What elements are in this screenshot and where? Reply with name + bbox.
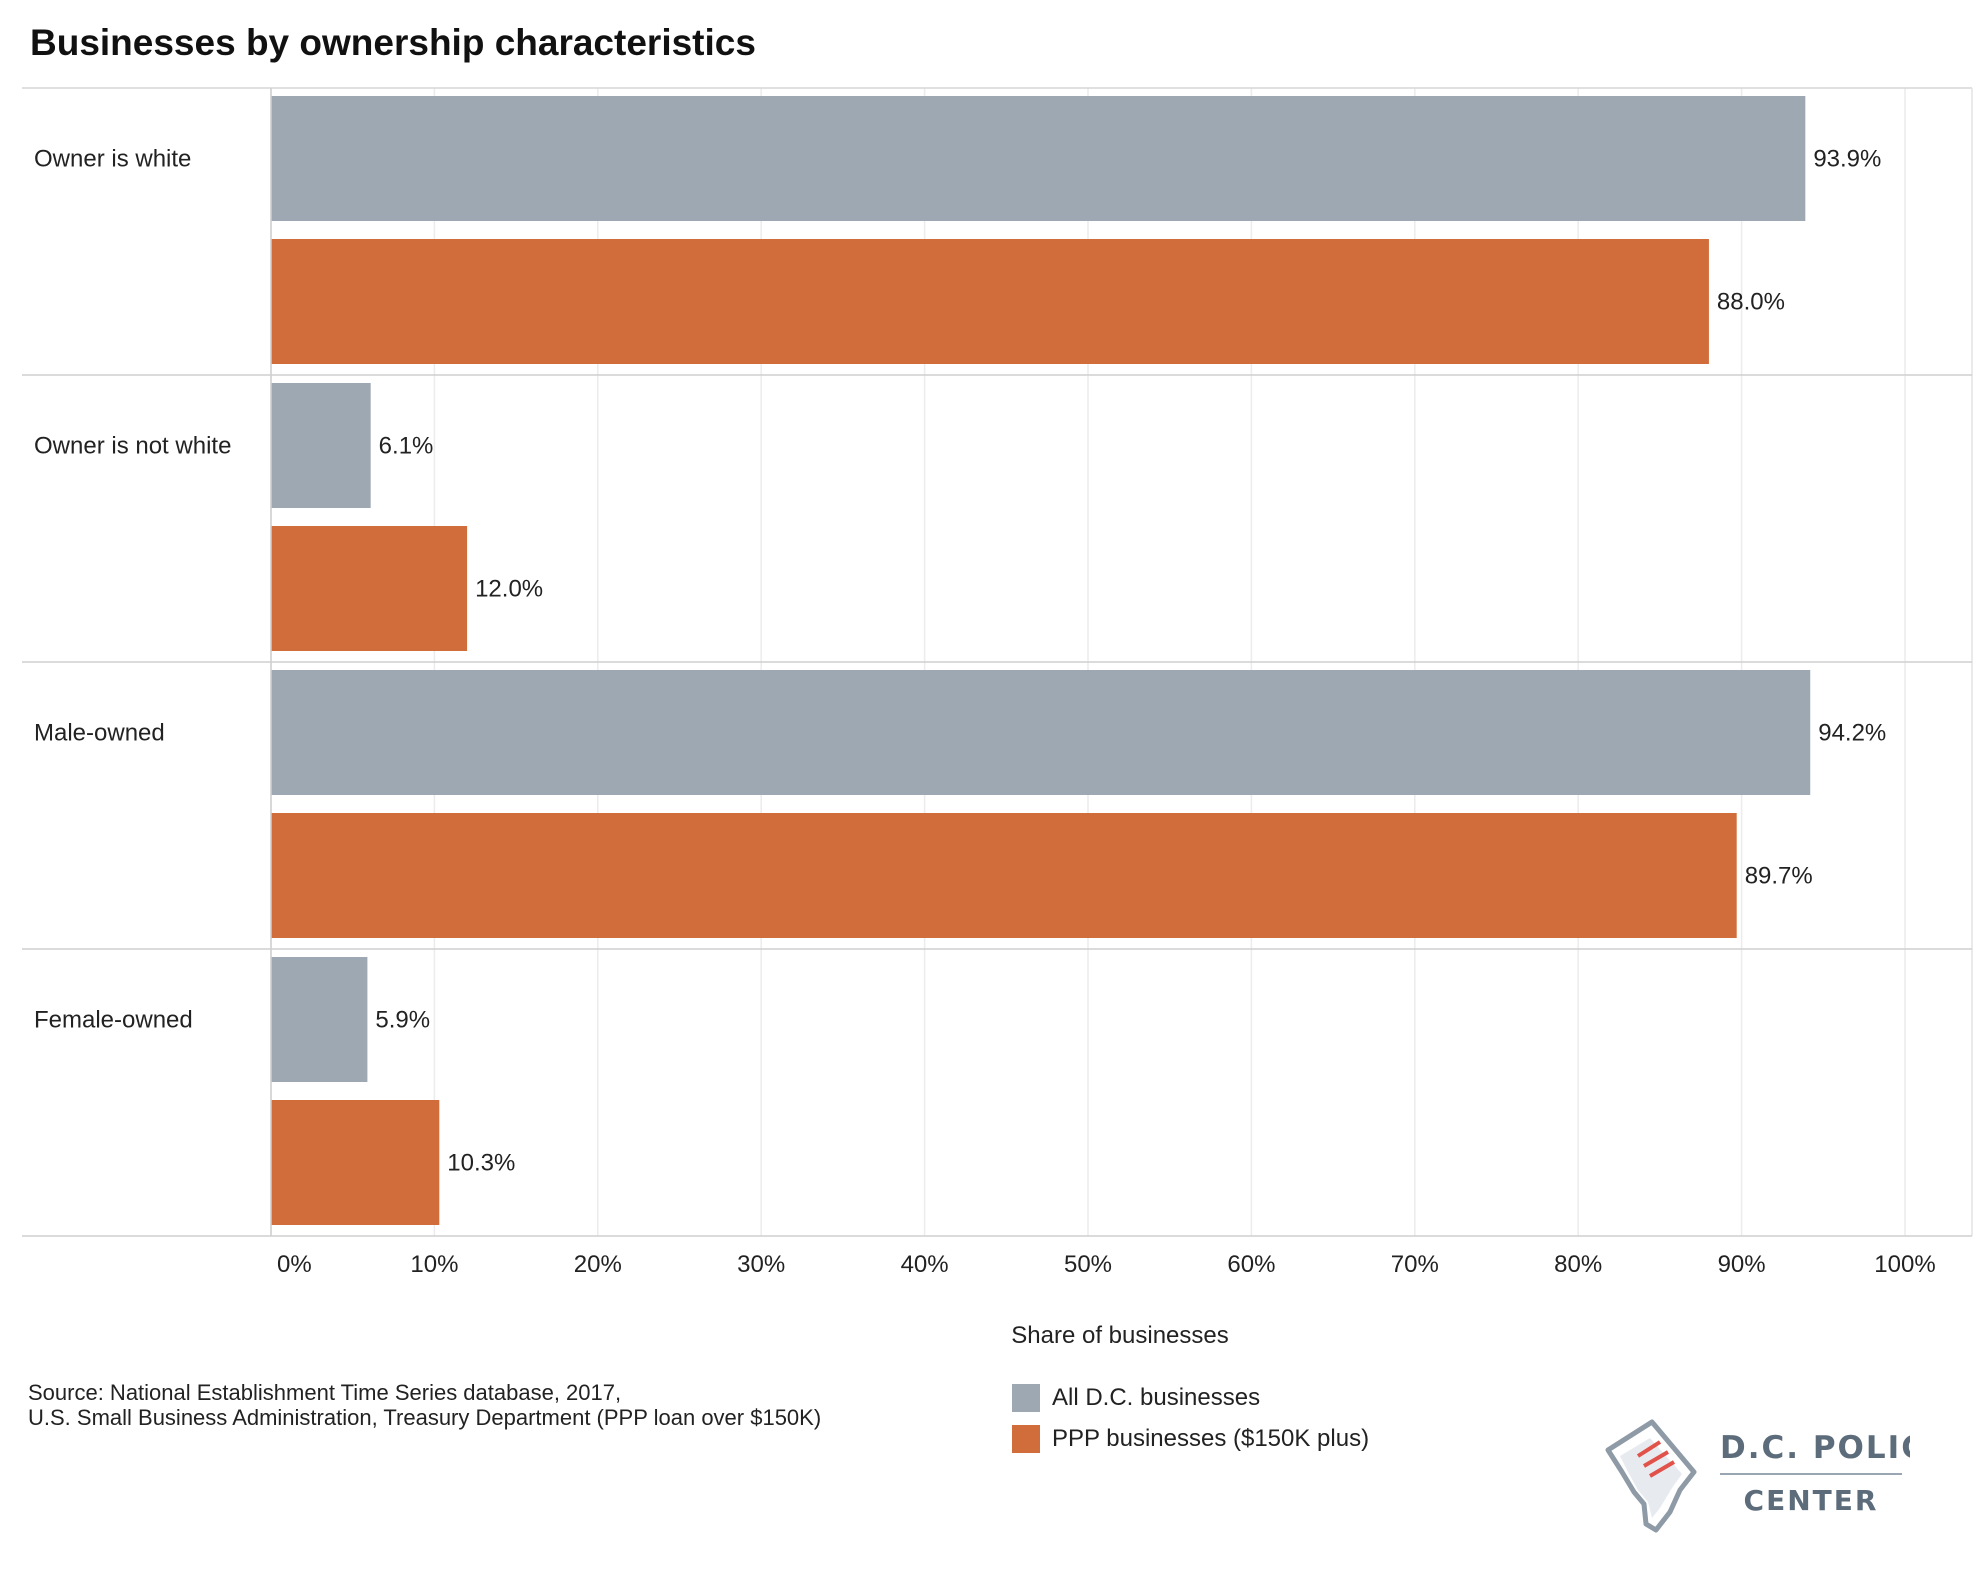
x-tick-label: 0% — [277, 1251, 312, 1278]
x-tick-label: 50% — [1064, 1251, 1112, 1278]
data-label: 88.0% — [1717, 289, 1785, 316]
bar — [271, 383, 371, 508]
legend-item-ppp: PPP businesses ($150K plus) — [1012, 1425, 1369, 1453]
x-tick-label: 100% — [1874, 1251, 1935, 1278]
bar — [271, 1100, 439, 1225]
source-line-2: U.S. Small Business Administration, Trea… — [28, 1405, 928, 1430]
bar — [271, 526, 467, 651]
bars-layer — [271, 96, 1810, 1225]
x-tick-label: 40% — [901, 1251, 949, 1278]
data-label: 6.1% — [379, 433, 434, 460]
category-label: Owner is white — [34, 146, 191, 173]
legend-label-ppp: PPP businesses ($150K plus) — [1052, 1425, 1369, 1453]
bar — [271, 957, 367, 1082]
x-tick-label: 60% — [1227, 1251, 1275, 1278]
category-label: Female-owned — [34, 1007, 193, 1034]
logo-text-line-1: D.C. POLICY — [1720, 1430, 1910, 1466]
bar — [271, 670, 1810, 795]
bar — [271, 813, 1737, 938]
data-label: 5.9% — [375, 1007, 430, 1034]
x-tick-label: 80% — [1554, 1251, 1602, 1278]
x-tick-label: 70% — [1391, 1251, 1439, 1278]
category-label: Male-owned — [34, 720, 165, 747]
category-label: Owner is not white — [34, 433, 231, 460]
logo-text-line-2: CENTER — [1744, 1484, 1879, 1517]
legend-swatch-ppp — [1012, 1425, 1040, 1453]
x-tick-label: 10% — [410, 1251, 458, 1278]
source-note: Source: National Establishment Time Seri… — [28, 1380, 928, 1430]
source-line-1: Source: National Establishment Time Seri… — [28, 1380, 928, 1405]
data-label: 93.9% — [1813, 146, 1881, 173]
legend-swatch-all-dc — [1012, 1384, 1040, 1412]
bar — [271, 239, 1709, 364]
data-label: 12.0% — [475, 576, 543, 603]
data-label: 89.7% — [1745, 863, 1813, 890]
dc-policy-center-logo: D.C. POLICY CENTER — [1600, 1412, 1910, 1542]
x-tick-label: 20% — [574, 1251, 622, 1278]
bar — [271, 96, 1805, 221]
data-label: 94.2% — [1818, 720, 1886, 747]
data-label: 10.3% — [447, 1150, 515, 1177]
legend-label-all-dc: All D.C. businesses — [1052, 1384, 1260, 1412]
bar-chart: Owner is white 93.9% 88.0% Owner is not whi… — [0, 0, 1988, 1360]
x-tick-label: 30% — [737, 1251, 785, 1278]
dc-map-document-icon — [1608, 1422, 1694, 1530]
legend: All D.C. businesses PPP businesses ($150… — [1012, 1384, 1369, 1466]
legend-item-all-dc: All D.C. businesses — [1012, 1384, 1369, 1412]
x-tick-label: 90% — [1718, 1251, 1766, 1278]
x-axis-title: Share of businesses — [1011, 1322, 1228, 1349]
